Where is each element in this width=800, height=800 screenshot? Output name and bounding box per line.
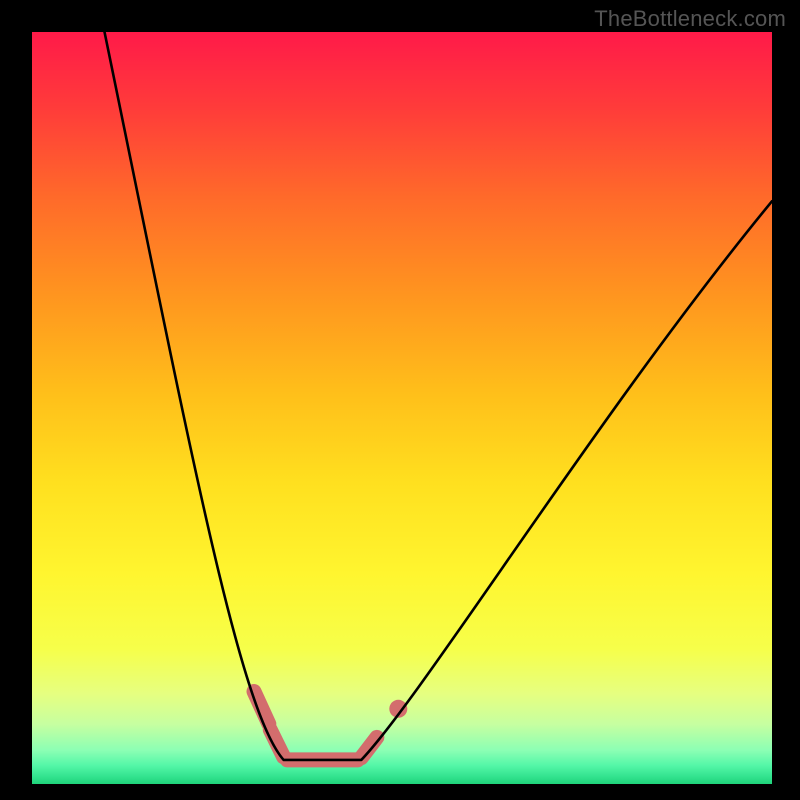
- watermark-text: TheBottleneck.com: [594, 6, 786, 32]
- chart-gradient-background: [32, 32, 772, 784]
- chart-plot-area: [32, 32, 772, 784]
